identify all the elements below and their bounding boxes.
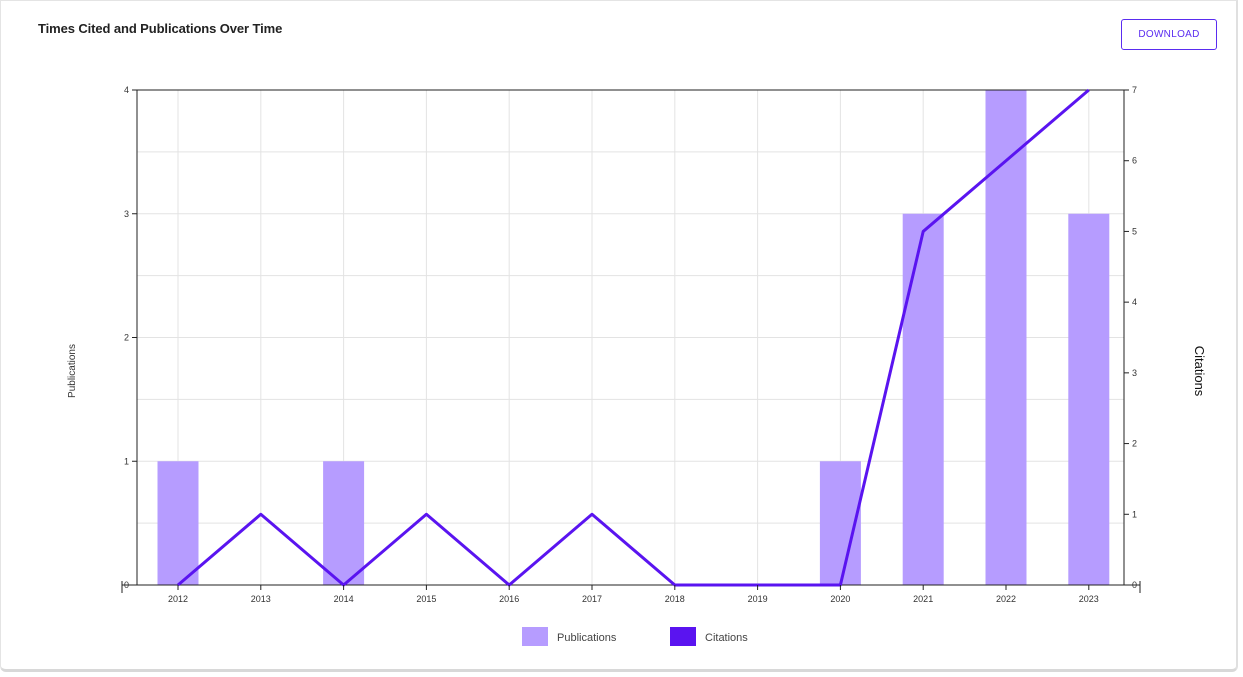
x-tick-label: 2016 xyxy=(499,594,519,604)
x-tick-label: 2013 xyxy=(251,594,271,604)
bar-publications xyxy=(902,213,944,585)
y-tick-label-right: 4 xyxy=(1132,297,1137,307)
y-tick-label-right: 6 xyxy=(1132,156,1137,166)
citations-line xyxy=(177,88,1090,587)
y-tick-label-right: 7 xyxy=(1132,85,1137,95)
y-tick-label-left: 1 xyxy=(124,456,129,466)
x-tick-label: 2019 xyxy=(748,594,768,604)
bar-publications xyxy=(1068,213,1110,585)
y-tick-label-right: 5 xyxy=(1132,226,1137,236)
legend-item-publications-label: Publications xyxy=(557,632,617,644)
chart-title: Times Cited and Publications Over Time xyxy=(38,21,283,36)
legend-item-citations-swatch xyxy=(670,627,696,646)
grid xyxy=(137,89,1124,586)
y-tick-label-right: 3 xyxy=(1132,368,1137,378)
legend-item-citations-label: Citations xyxy=(705,632,748,644)
y-axis-label-left: Publications xyxy=(67,344,78,398)
x-tick-label: 2021 xyxy=(913,594,933,604)
bar-publications xyxy=(157,461,199,585)
bar-publications xyxy=(323,461,365,585)
y-axis-label-right: Citations xyxy=(1192,346,1207,397)
x-tick-label: 2012 xyxy=(168,594,188,604)
y-tick-label-left: 4 xyxy=(124,85,129,95)
x-tick-label: 2014 xyxy=(334,594,354,604)
bars xyxy=(157,90,1110,585)
legend: Publications Citations xyxy=(522,627,748,646)
ticks: 2012 2013 2014 2015 2016 2017 2018 2019 2020 2021… xyxy=(124,85,1137,604)
y-tick-label-left: 2 xyxy=(124,333,129,343)
x-tick-label: 2017 xyxy=(582,594,602,604)
citations-line-group xyxy=(177,88,1090,587)
y-tick-label-right: 1 xyxy=(1132,509,1137,519)
download-button[interactable]: DOWNLOAD xyxy=(1121,19,1217,50)
x-tick-label: 2020 xyxy=(830,594,850,604)
y-tick-label-left: 3 xyxy=(124,209,129,219)
y-tick-label-left: 0 xyxy=(124,580,129,590)
y-tick-label-right: 2 xyxy=(1132,439,1137,449)
legend-item-publications-swatch xyxy=(522,627,548,646)
x-tick-label: 2023 xyxy=(1079,594,1099,604)
y-tick-label-right: 0 xyxy=(1132,580,1137,590)
x-tick-label: 2015 xyxy=(416,594,436,604)
x-tick-label: 2018 xyxy=(665,594,685,604)
x-tick-label: 2022 xyxy=(996,594,1016,604)
bar-publications xyxy=(985,90,1027,585)
